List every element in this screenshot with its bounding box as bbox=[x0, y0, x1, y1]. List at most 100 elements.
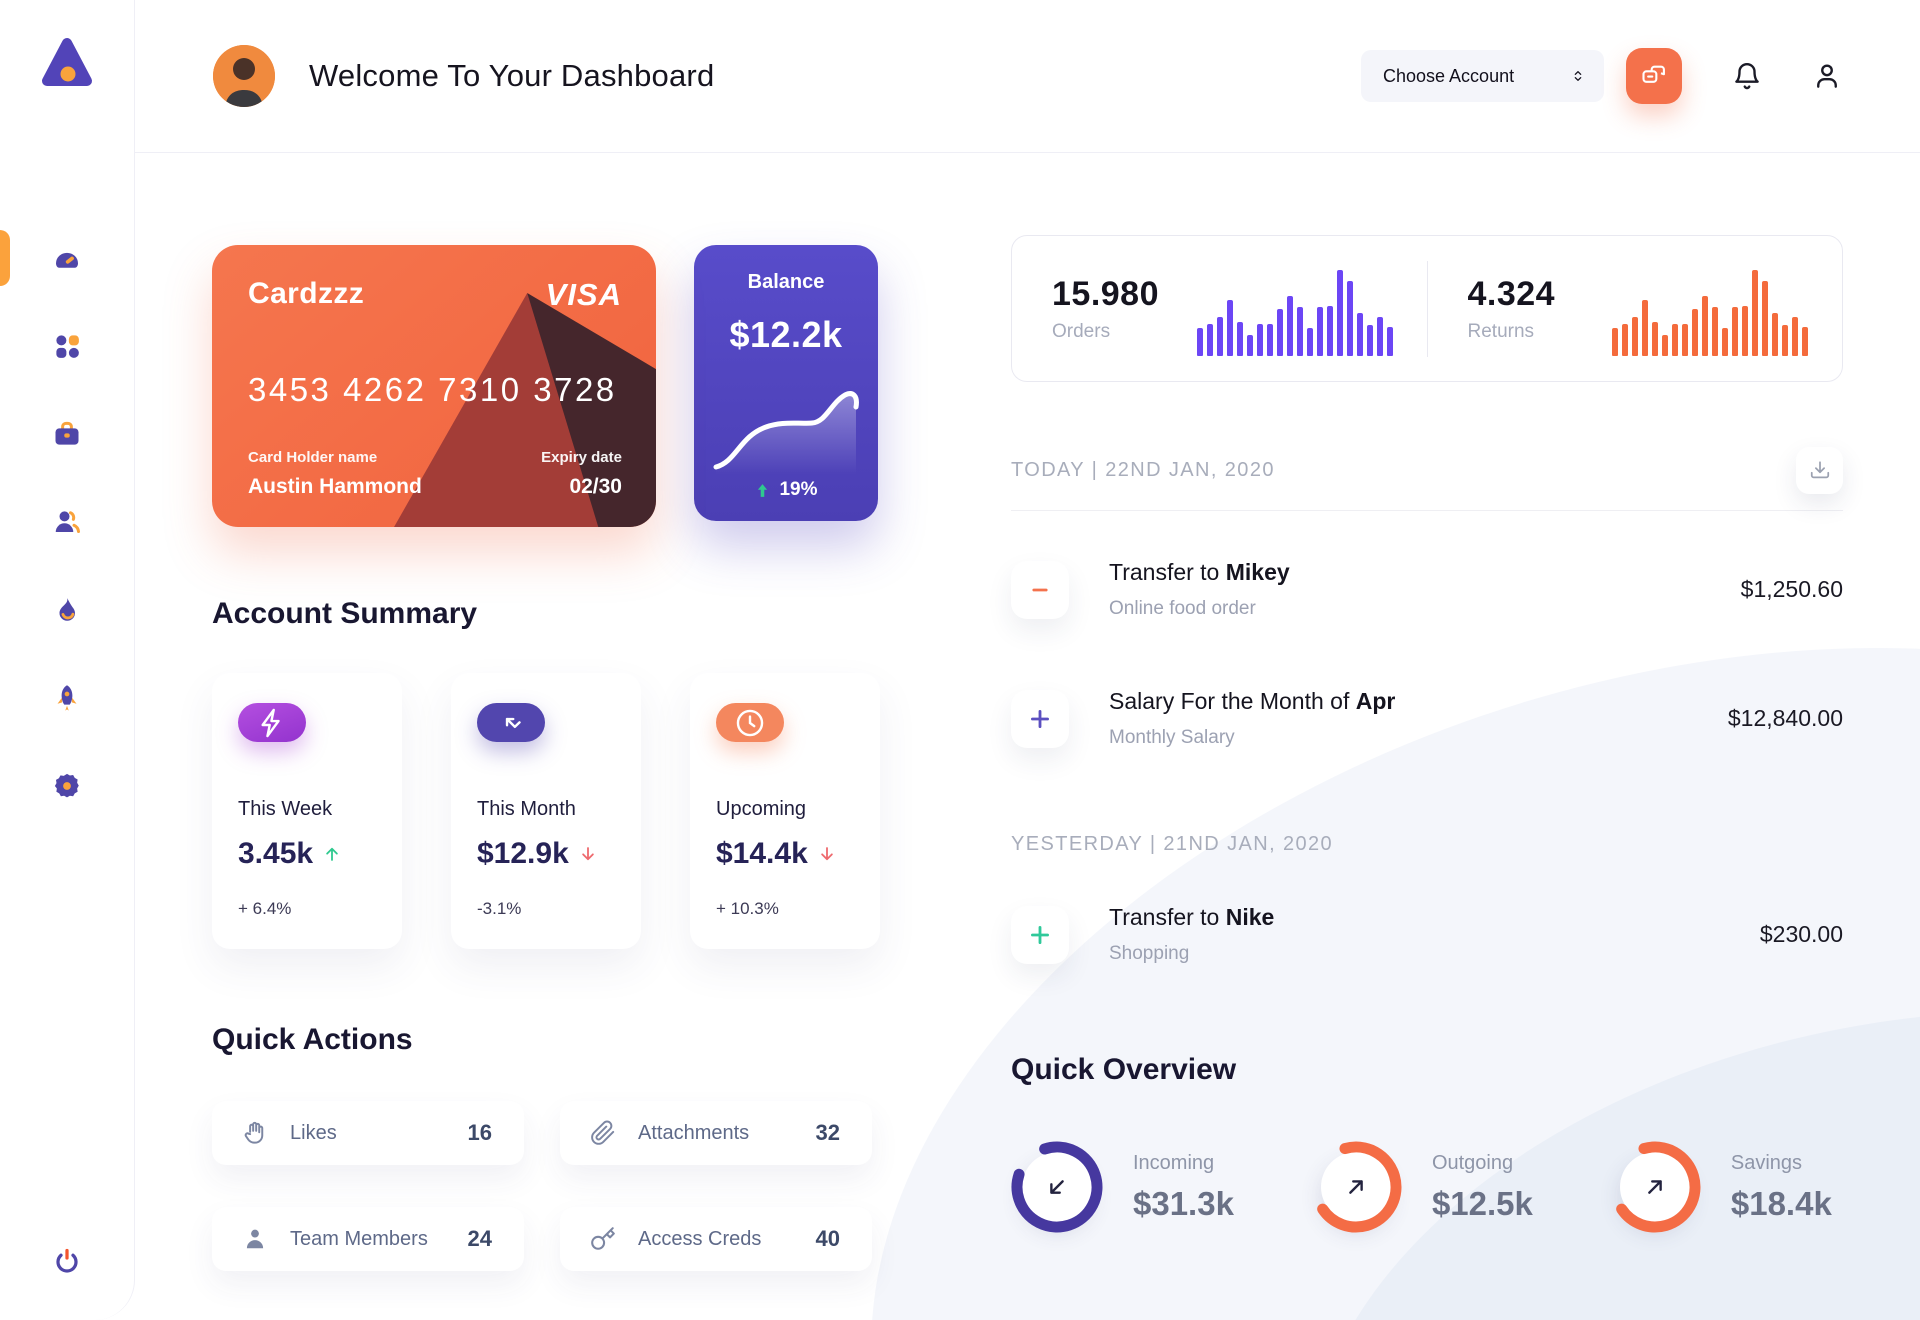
plus-icon bbox=[1011, 905, 1069, 964]
outgoing-progress-ring bbox=[1310, 1141, 1402, 1233]
stats-divider bbox=[1426, 260, 1428, 357]
sidebar-item-dashboard[interactable] bbox=[0, 214, 134, 302]
quick-action-access-creds[interactable]: Access Creds 40 bbox=[560, 1207, 872, 1271]
header-actions: Choose Account bbox=[1361, 48, 1842, 104]
quick-action-count: 40 bbox=[815, 1226, 840, 1251]
cards-row: Cardzzz VISA 3453 4262 7310 3728 Card Ho… bbox=[212, 245, 880, 527]
user-avatar[interactable] bbox=[213, 45, 275, 107]
summary-label: Upcoming bbox=[716, 798, 807, 820]
person-icon bbox=[242, 1226, 268, 1252]
sidebar-item-apps[interactable] bbox=[0, 302, 134, 390]
card-number: 3453 4262 7310 3728 bbox=[248, 371, 617, 408]
profile-button[interactable] bbox=[1812, 61, 1842, 91]
quick-action-likes[interactable]: Likes 16 bbox=[212, 1101, 524, 1165]
arrow-up-right-icon bbox=[1349, 1180, 1363, 1194]
transaction-row-mikey[interactable]: Transfer to Mikey Online food order $1,2… bbox=[1011, 559, 1843, 620]
notifications-button[interactable] bbox=[1732, 61, 1762, 91]
overview-value: $18.4k bbox=[1730, 1184, 1832, 1222]
credit-card[interactable]: Cardzzz VISA 3453 4262 7310 3728 Card Ho… bbox=[212, 245, 656, 527]
balance-change: 19% bbox=[754, 479, 818, 501]
balance-card[interactable]: Balance $12.2k 19% bbox=[694, 245, 878, 521]
transaction-amount: $12,840.00 bbox=[1727, 705, 1843, 731]
overview-label: Outgoing bbox=[1431, 1151, 1514, 1174]
quick-action-count: 32 bbox=[815, 1120, 840, 1145]
quick-overview-row: Incoming $31.3k Outgoing $12.5k bbox=[1011, 1141, 1843, 1233]
incoming-progress-ring bbox=[1011, 1141, 1103, 1233]
download-statement-button[interactable] bbox=[1796, 446, 1843, 494]
visa-logo: VISA bbox=[545, 277, 622, 312]
messages-button[interactable] bbox=[1626, 48, 1682, 104]
transaction-title: Transfer to Mikey bbox=[1109, 559, 1290, 585]
transfer-arrows-icon bbox=[477, 703, 545, 742]
balance-change-value: 19% bbox=[779, 479, 818, 500]
account-summary-cards: This Week 3.45k + 6.4% This Month $12.9k… bbox=[212, 673, 880, 949]
arrow-up-icon bbox=[758, 483, 768, 497]
overview-label: Incoming bbox=[1133, 1151, 1215, 1174]
expiry-label: Expiry date bbox=[541, 449, 622, 466]
key-icon bbox=[590, 1226, 616, 1252]
wave-hand-icon bbox=[242, 1120, 268, 1146]
minus-icon bbox=[1011, 560, 1069, 619]
header: Welcome To Your Dashboard Choose Account bbox=[135, 0, 1920, 153]
power-icon bbox=[56, 1248, 78, 1273]
sidebar bbox=[0, 0, 135, 1320]
overview-value: $31.3k bbox=[1133, 1184, 1234, 1222]
quick-overview-title: Quick Overview bbox=[1011, 1053, 1237, 1086]
yesterday-date-row: YESTERDAY | 21ND JAN, 2020 bbox=[1011, 833, 1843, 856]
transaction-row-nike[interactable]: Transfer to Nike Shopping $230.00 bbox=[1011, 904, 1843, 965]
trend-down-icon bbox=[820, 847, 833, 861]
quick-action-attachments[interactable]: Attachments 32 bbox=[560, 1101, 872, 1165]
savings-progress-ring bbox=[1609, 1141, 1701, 1233]
returns-stat: 4.324 Returns bbox=[1428, 262, 1843, 356]
account-summary-title: Account Summary bbox=[212, 597, 478, 630]
card-name: Cardzzz bbox=[248, 277, 365, 310]
chevrons-up-down-icon bbox=[1574, 71, 1582, 81]
transaction-subtitle: Shopping bbox=[1109, 943, 1190, 964]
logout-power-button[interactable] bbox=[52, 1247, 82, 1280]
dashboard-speedometer-icon bbox=[56, 252, 78, 268]
summary-change: + 10.3% bbox=[716, 899, 779, 918]
summary-value: 3.45k bbox=[238, 837, 376, 871]
sidebar-item-team[interactable] bbox=[0, 478, 134, 566]
orders-label: Orders bbox=[1052, 320, 1111, 342]
choose-account-label: Choose Account bbox=[1383, 65, 1515, 86]
orders-stat: 15.980 Orders bbox=[1012, 262, 1427, 356]
transaction-title: Salary For the Month of Apr bbox=[1109, 688, 1396, 714]
transaction-subtitle: Monthly Salary bbox=[1109, 727, 1235, 748]
sidebar-item-launch[interactable] bbox=[0, 654, 134, 742]
sidebar-item-activity[interactable] bbox=[0, 566, 134, 654]
trend-down-icon bbox=[581, 847, 594, 861]
card-holder-label: Card Holder name bbox=[248, 449, 378, 466]
summary-card-this-month: This Month $12.9k -3.1% bbox=[451, 673, 641, 949]
card-holder-name: Austin Hammond bbox=[248, 475, 422, 498]
avatar-photo bbox=[213, 45, 275, 107]
returns-value: 4.324 bbox=[1467, 274, 1556, 313]
left-column: Cardzzz VISA 3453 4262 7310 3728 Card Ho… bbox=[212, 245, 880, 1271]
balance-value: $12.2k bbox=[729, 314, 843, 355]
quick-action-team-members[interactable]: Team Members 24 bbox=[212, 1207, 524, 1271]
overview-value: $12.5k bbox=[1431, 1184, 1533, 1222]
transaction-amount: $230.00 bbox=[1759, 921, 1843, 947]
transaction-row-salary[interactable]: Salary For the Month of Apr Monthly Sala… bbox=[1011, 688, 1843, 749]
lightning-icon bbox=[238, 703, 306, 742]
quick-action-label: Access Creds bbox=[638, 1227, 762, 1250]
summary-change: -3.1% bbox=[477, 899, 522, 918]
paperclip-icon bbox=[590, 1120, 616, 1146]
returns-label: Returns bbox=[1467, 320, 1535, 342]
apps-grid-icon bbox=[56, 335, 79, 358]
app-logo bbox=[35, 32, 99, 96]
sidebar-item-portfolio[interactable] bbox=[0, 390, 134, 478]
balance-label: Balance bbox=[747, 271, 825, 293]
expiry-date: 02/30 bbox=[569, 475, 622, 498]
quick-action-label: Team Members bbox=[290, 1227, 428, 1250]
quick-action-label: Attachments bbox=[638, 1121, 750, 1144]
overview-outgoing: Outgoing $12.5k bbox=[1310, 1141, 1533, 1233]
choose-account-select[interactable]: Choose Account bbox=[1361, 50, 1604, 102]
chat-bubbles-icon bbox=[1642, 65, 1665, 83]
user-icon bbox=[1817, 64, 1837, 88]
sidebar-item-settings[interactable] bbox=[0, 742, 134, 830]
summary-value: $12.9k bbox=[477, 837, 615, 871]
quick-action-label: Likes bbox=[290, 1121, 337, 1144]
balance-sparkline bbox=[713, 391, 859, 474]
